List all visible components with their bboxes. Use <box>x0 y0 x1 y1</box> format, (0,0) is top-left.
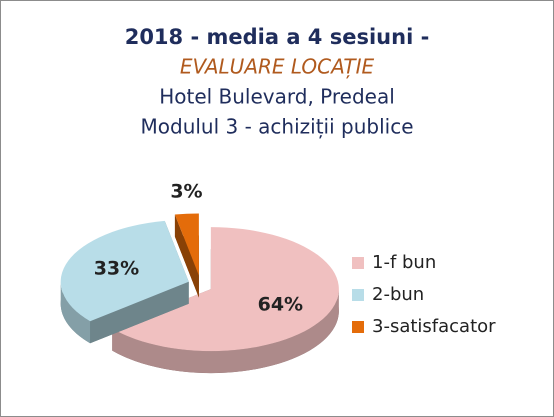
legend-swatch <box>352 257 364 269</box>
slice-face <box>174 214 199 298</box>
slice-face <box>60 220 189 322</box>
slice-face <box>90 281 189 344</box>
slice-face <box>60 281 91 344</box>
data-label: 33% <box>94 258 139 280</box>
slice-face <box>174 213 199 276</box>
data-label: 3% <box>170 180 202 202</box>
legend-swatch <box>352 321 364 333</box>
slice-face <box>112 289 339 374</box>
legend-label: 1-f bun <box>372 252 436 273</box>
chart-title: 2018 - media a 4 sesiuni - <box>125 25 430 49</box>
data-label: 64% <box>258 293 303 315</box>
chart-subtitle: Modulul 3 - achiziții publice <box>141 115 414 139</box>
chart-subtitle: Hotel Bulevard, Predeal <box>159 85 395 109</box>
legend-swatch <box>352 289 364 301</box>
slice-face <box>112 227 339 352</box>
legend-label: 3-satisfacator <box>372 316 496 337</box>
pie-slice <box>174 213 199 298</box>
pie-slice <box>60 220 189 344</box>
legend-label: 2-bun <box>372 284 424 305</box>
chart-subtitle: EVALUARE LOCAȚIE <box>180 55 375 79</box>
